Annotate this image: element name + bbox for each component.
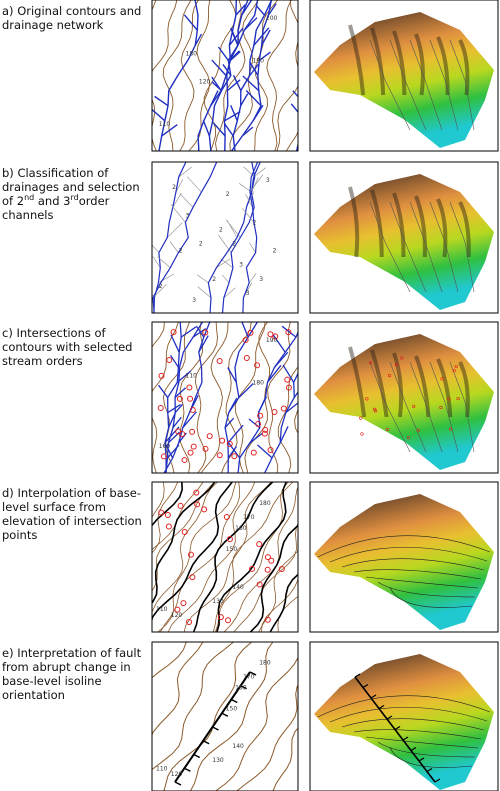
map-label: 3: [246, 290, 250, 297]
map-label: 170: [243, 514, 255, 521]
map-label: 120: [199, 79, 211, 86]
map-label: 2: [212, 276, 216, 283]
map-label: 160: [159, 443, 171, 450]
map-label: 3: [186, 212, 190, 219]
stream-branch: [303, 321, 309, 337]
map-label: 2: [219, 226, 223, 233]
map-label: 110: [156, 765, 168, 772]
map-label: 110: [159, 121, 171, 128]
map-label: 110: [186, 372, 198, 379]
map-label: 150: [226, 546, 238, 553]
caption: c) Intersections of contours with select…: [2, 326, 142, 368]
map-label: 140: [232, 584, 244, 591]
map-bg: [152, 642, 298, 791]
map-panel: 3 2 3 2 2 2 3 2 2 2 3 2 3 2 2 3: [148, 144, 298, 313]
map-label: 180: [259, 660, 271, 667]
caption: d) Interpolation of base-level surface f…: [2, 486, 142, 542]
map-label: 160: [235, 525, 247, 532]
map-label: 2: [226, 191, 230, 198]
caption-text: and 3: [34, 194, 70, 208]
caption-sup: nd: [24, 193, 34, 202]
map-label: 2: [253, 219, 257, 226]
map-label: 190: [253, 57, 265, 64]
map-label: 160: [235, 685, 247, 692]
stream-branch: [172, 153, 186, 162]
map-label: 110: [156, 606, 168, 613]
map-label: 2: [232, 241, 236, 248]
map-label: 2: [159, 283, 163, 290]
map-label: 3: [192, 297, 196, 304]
map-label: 2: [199, 241, 203, 248]
map-panel: 200 190 180 110 120: [112, 0, 339, 151]
map-label: 170: [243, 674, 255, 681]
map-label: 2: [273, 248, 277, 255]
map-label: 3: [259, 276, 263, 283]
map-label: 150: [226, 706, 238, 713]
map-label: 3: [266, 177, 270, 184]
caption-sup: rd: [70, 193, 78, 202]
map-label: 130: [212, 757, 224, 764]
map-label: 3: [239, 262, 243, 269]
caption: e) Interpretation of fault from abrupt c…: [2, 646, 142, 702]
map-label: 180: [259, 500, 271, 507]
map-label: 140: [232, 743, 244, 750]
figure: 2001901801101203232223222323223190180110…: [0, 0, 500, 791]
caption: b) Classification of drainages and selec…: [2, 166, 142, 222]
map-panel: 190 180 110 160: [121, 306, 339, 473]
map-label: 190: [266, 337, 278, 344]
map-label: 180: [253, 379, 265, 386]
map-label: 120: [171, 612, 183, 619]
map-label: 2: [179, 248, 183, 255]
map-label: 2: [172, 184, 176, 191]
map-label: 130: [212, 598, 224, 605]
caption: a) Original contours and drainage networ…: [2, 4, 142, 32]
map-label: 180: [186, 50, 198, 57]
map-label: 120: [171, 771, 183, 778]
map-label: 200: [266, 15, 278, 22]
